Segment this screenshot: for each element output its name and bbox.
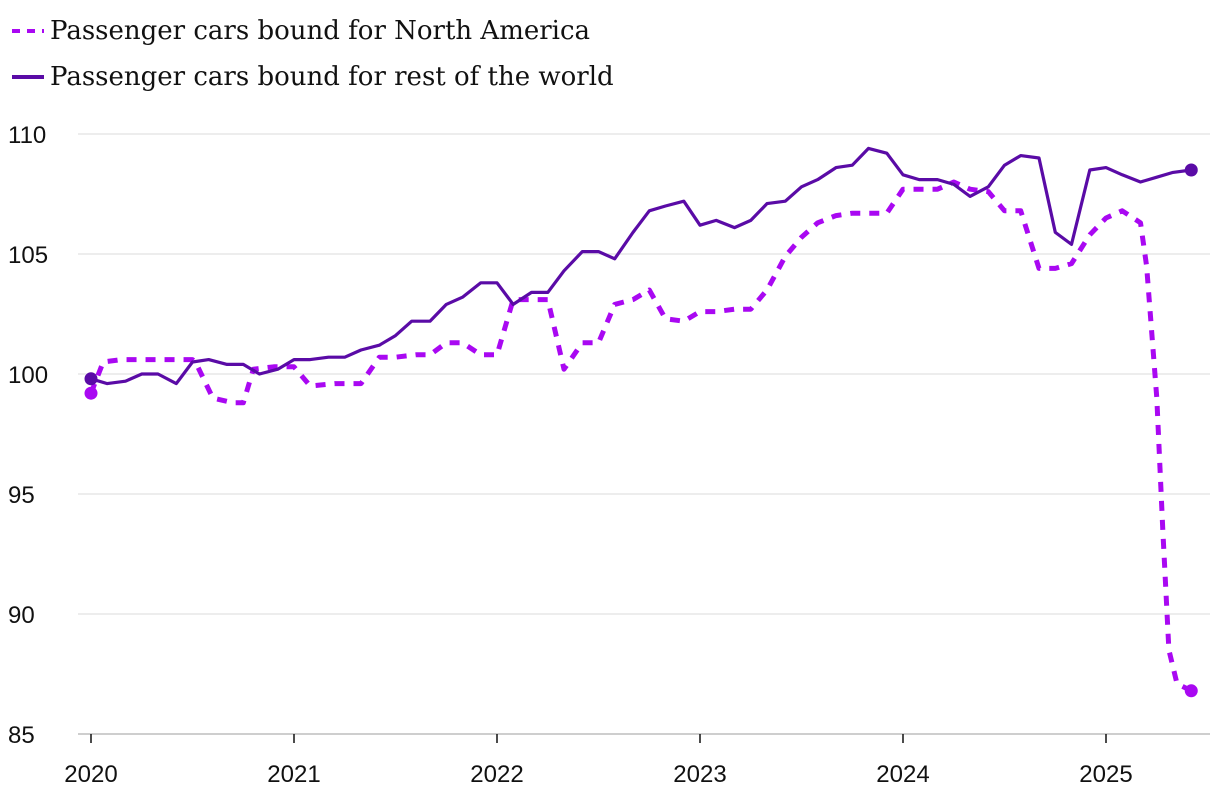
y-tick-label-100: 100 <box>8 362 48 389</box>
x-axis: 2020 2021 2022 2023 2024 2025 <box>64 734 1133 788</box>
x-tick-label-2022: 2022 <box>470 761 523 788</box>
y-tick-label-105: 105 <box>8 242 48 269</box>
y-tick-label-90: 90 <box>8 602 35 629</box>
series-line-0 <box>88 179 1193 694</box>
y-tick-label-85: 85 <box>8 722 35 749</box>
y-tick-label-95: 95 <box>8 482 35 509</box>
series-start-marker-1 <box>84 372 98 386</box>
legend-swatch-dashed <box>12 29 44 33</box>
series-lines <box>84 146 1198 698</box>
legend-label-north-america: Passenger cars bound for North America <box>50 16 591 46</box>
legend-item-north-america: Passenger cars bound for North America <box>10 8 614 54</box>
x-tick-label-2025: 2025 <box>1079 761 1132 788</box>
x-tick-label-2021: 2021 <box>267 761 320 788</box>
series-end-marker-0 <box>1184 684 1198 698</box>
series-end-marker-1 <box>1184 163 1198 177</box>
x-tick-label-2024: 2024 <box>876 761 929 788</box>
legend-label-rest-of-world: Passenger cars bound for rest of the wor… <box>50 62 614 92</box>
y-axis-labels: 85 90 95 100 105 110 <box>8 122 48 749</box>
x-tick-label-2020: 2020 <box>64 761 117 788</box>
legend-item-rest-of-world: Passenger cars bound for rest of the wor… <box>10 54 614 100</box>
series-start-marker-0 <box>84 386 98 400</box>
gridlines <box>78 133 1210 735</box>
x-tick-label-2023: 2023 <box>673 761 726 788</box>
y-tick-label-110: 110 <box>8 122 46 149</box>
series-line-1 <box>89 146 1193 386</box>
legend-swatch-solid <box>12 75 44 79</box>
chart-legend: Passenger cars bound for North America P… <box>10 8 614 100</box>
